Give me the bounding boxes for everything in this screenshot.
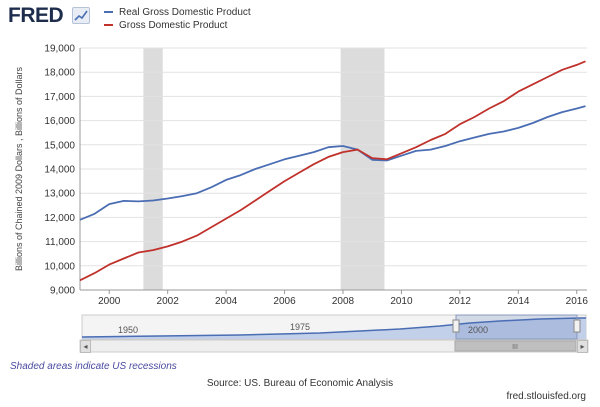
x-tick-label-2010: 2010 (390, 296, 413, 307)
x-tick-labels: 2000 2002 2004 2006 2008 2010 2012 2014 2016 (98, 290, 588, 307)
navigator-right-handle[interactable] (573, 319, 581, 333)
site-credit-link[interactable]: fred.stlouisfed.org (506, 391, 587, 402)
y-tick-label-19000: 19,000 (44, 44, 75, 55)
x-tick-label-2000: 2000 (98, 296, 121, 307)
legend-item-real-gdp[interactable]: Real Gross Domestic Product (104, 7, 251, 18)
x-tick-label-2006: 2006 (273, 296, 296, 307)
scrollbar-thumb[interactable] (454, 340, 577, 352)
navigator-series-line (81, 317, 586, 338)
navigator-left-handle[interactable] (452, 319, 460, 333)
trend-line-icon (72, 7, 90, 24)
y-tick-labels: 9,000 10,000 11,000 12,000 13,000 14,000 15,00… (44, 44, 75, 297)
legend-label-real-gdp: Real Gross Domestic Product (119, 7, 251, 18)
y-axis-label: Billions of Chained 2009 Dollars , Billi… (14, 66, 24, 271)
legend-swatch-gdp (104, 24, 113, 27)
fred-logo[interactable]: FRED (8, 4, 64, 27)
source-text: Source: US. Bureau of Economic Analysis (206, 378, 394, 389)
legend-item-gdp[interactable]: Gross Domestic Product (104, 20, 227, 31)
scroll-right-button[interactable]: ▸ (577, 340, 588, 353)
legend-swatch-real-gdp (104, 11, 113, 14)
series-line-gdp[interactable] (79, 60, 586, 282)
gridlines (80, 47, 587, 267)
x-tick-label-2008: 2008 (332, 296, 355, 307)
x-tick-label-2016: 2016 (566, 296, 589, 307)
y-tick-label-18000: 18,000 (44, 68, 75, 79)
series-lines (79, 60, 586, 282)
scrollbar-grip-icon: III (512, 344, 518, 351)
y-tick-label-10000: 10,000 (44, 261, 75, 272)
navigator-label-1975: 1975 (290, 322, 310, 332)
y-tick-label-11000: 11,000 (45, 237, 75, 248)
x-tick-label-2004: 2004 (215, 296, 238, 307)
recession-note: Shaded areas indicate US recessions (10, 361, 177, 372)
y-tick-label-9000: 9,000 (50, 286, 75, 297)
x-tick-label-2012: 2012 (449, 296, 472, 307)
y-tick-label-15000: 15,000 (44, 140, 75, 151)
y-tick-label-12000: 12,000 (44, 213, 75, 224)
legend-label-gdp: Gross Domestic Product (119, 20, 228, 31)
navigator-label-2000: 2000 (468, 325, 488, 335)
y-tick-label-13000: 13,000 (44, 189, 75, 200)
x-tick-label-2014: 2014 (507, 296, 530, 307)
series-line-real-gdp[interactable] (79, 105, 586, 221)
navigator-area (82, 318, 586, 339)
y-tick-label-17000: 17,000 (44, 92, 75, 103)
navigator-label-1950: 1950 (118, 325, 138, 335)
y-tick-label-16000: 16,000 (44, 116, 75, 127)
x-tick-label-2002: 2002 (157, 296, 180, 307)
scroll-left-button[interactable]: ◂ (80, 340, 91, 353)
y-tick-label-14000: 14,000 (44, 165, 75, 176)
